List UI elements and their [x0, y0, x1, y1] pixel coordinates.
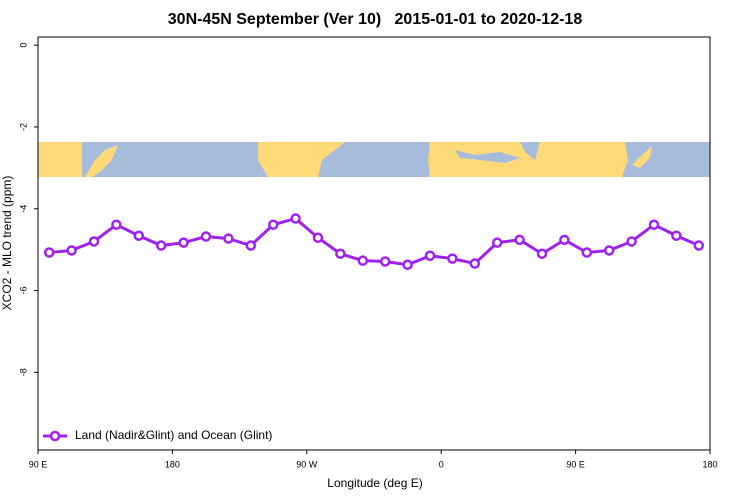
y-tick-label: -6 — [18, 287, 28, 295]
point — [245, 240, 257, 251]
point — [693, 240, 705, 251]
point — [155, 240, 167, 251]
point — [66, 245, 77, 256]
point — [447, 253, 458, 264]
x-tick-label: 90 E — [29, 459, 48, 469]
sea — [520, 142, 540, 160]
point — [111, 219, 122, 230]
point — [536, 248, 548, 259]
point — [290, 213, 301, 224]
point — [178, 237, 189, 248]
x-tick-label: 0 — [439, 459, 444, 469]
x-axis-label: Longitude (deg E) — [327, 476, 422, 490]
point — [133, 230, 145, 241]
y-tick-label: -4 — [18, 205, 28, 213]
point — [379, 256, 391, 267]
point — [223, 233, 234, 244]
point — [200, 231, 212, 242]
point — [469, 258, 481, 269]
point — [603, 245, 615, 256]
land — [85, 145, 118, 177]
legend-label: Land (Nadir&Glint) and Ocean (Glint) — [75, 428, 272, 442]
chart-title: 30N-45N September (Ver 10) 2015-01-01 to… — [168, 11, 583, 28]
point — [335, 248, 346, 259]
point — [648, 219, 660, 230]
plot-frame — [37, 36, 711, 451]
point — [671, 230, 682, 241]
y-tick-label: 0 — [18, 43, 28, 48]
land — [258, 142, 345, 177]
y-tick-label: -8 — [18, 368, 28, 376]
y-axis-label: XCO2 - MLO trend (ppm) — [0, 176, 14, 311]
x-tick-label: 180 — [165, 459, 180, 469]
land — [632, 146, 652, 168]
point — [424, 250, 436, 262]
series-line — [49, 216, 700, 267]
point — [357, 255, 369, 266]
point — [491, 237, 503, 248]
sea — [455, 150, 520, 163]
point — [514, 234, 525, 246]
point — [626, 236, 637, 247]
x-tick-label: 180 — [702, 459, 717, 469]
point — [88, 236, 100, 247]
point — [402, 259, 413, 271]
x-tick-label: 90 E — [566, 459, 585, 469]
land — [38, 142, 82, 177]
land — [428, 142, 628, 177]
point — [312, 232, 324, 244]
point — [559, 234, 570, 246]
point — [43, 247, 55, 258]
y-tick-label: -2 — [18, 123, 28, 131]
point — [581, 247, 593, 258]
map-strip — [38, 142, 710, 177]
x-tick-label: 90 W — [296, 459, 318, 469]
point — [267, 219, 279, 230]
legend-marker — [49, 430, 61, 442]
